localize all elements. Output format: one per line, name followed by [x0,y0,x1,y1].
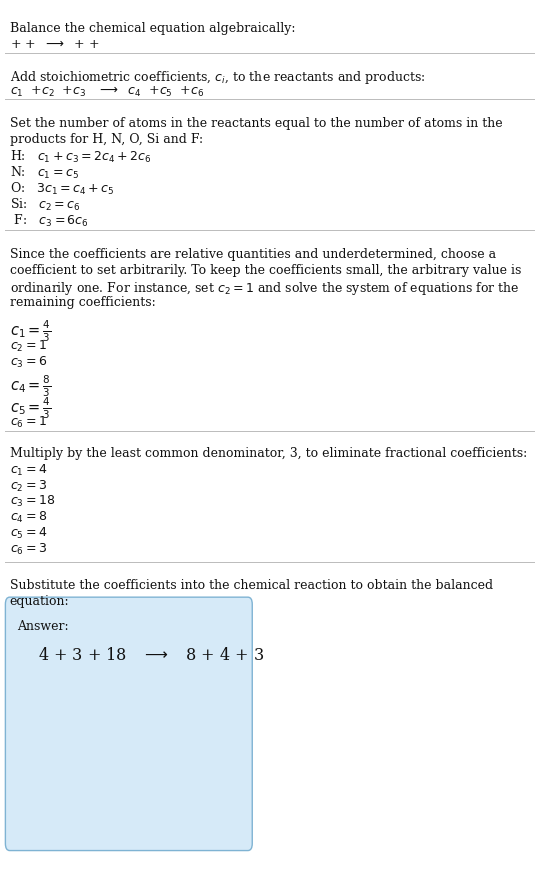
Text: remaining coefficients:: remaining coefficients: [10,296,155,309]
Text: $c_3 = 6$: $c_3 = 6$ [10,354,47,369]
Text: Set the number of atoms in the reactants equal to the number of atoms in the: Set the number of atoms in the reactants… [10,117,502,130]
Text: coefficient to set arbitrarily. To keep the coefficients small, the arbitrary va: coefficient to set arbitrarily. To keep … [10,264,521,277]
Text: Multiply by the least common denominator, 3, to eliminate fractional coefficient: Multiply by the least common denominator… [10,447,527,460]
Text: $c_2 = 1$: $c_2 = 1$ [10,338,46,354]
Text: Si:   $c_2 = c_6$: Si: $c_2 = c_6$ [10,197,80,213]
Text: $c_1 = 4$: $c_1 = 4$ [10,462,47,478]
Text: Since the coefficients are relative quantities and underdetermined, choose a: Since the coefficients are relative quan… [10,248,496,261]
Text: N:   $c_1 = c_5$: N: $c_1 = c_5$ [10,165,79,181]
Text: $c_3 = 18$: $c_3 = 18$ [10,494,55,509]
Text: $c_1 = \frac{4}{3}$: $c_1 = \frac{4}{3}$ [10,319,51,345]
Text: Balance the chemical equation algebraically:: Balance the chemical equation algebraica… [10,22,295,35]
Text: $c_6 = 1$: $c_6 = 1$ [10,415,46,430]
Text: $c_6 = 3$: $c_6 = 3$ [10,542,47,557]
Text: $c_2 = 3$: $c_2 = 3$ [10,478,47,494]
Text: $c_5 = 4$: $c_5 = 4$ [10,526,47,541]
Text: Substitute the coefficients into the chemical reaction to obtain the balanced: Substitute the coefficients into the che… [10,579,493,593]
Text: ordinarily one. For instance, set $c_2 = 1$ and solve the system of equations fo: ordinarily one. For instance, set $c_2 =… [10,280,520,297]
FancyBboxPatch shape [5,597,252,851]
Text: 4 + 3 + 18   $\longrightarrow$   8 + 4 + 3: 4 + 3 + 18 $\longrightarrow$ 8 + 4 + 3 [38,647,264,664]
Text: $c_5 = \frac{4}{3}$: $c_5 = \frac{4}{3}$ [10,395,51,421]
Text: $c_1$  +$c_2$  +$c_3$   $\longrightarrow$  $c_4$  +$c_5$  +$c_6$: $c_1$ +$c_2$ +$c_3$ $\longrightarrow$ $c… [10,85,204,99]
Text: $c_4 = 8$: $c_4 = 8$ [10,510,47,525]
Text: products for H, N, O, Si and F:: products for H, N, O, Si and F: [10,133,203,146]
Text: Answer:: Answer: [17,620,69,633]
Text: equation:: equation: [10,595,70,609]
Text: + +  $\longrightarrow$  + +: + + $\longrightarrow$ + + [10,38,99,51]
Text: F:   $c_3 = 6 c_6$: F: $c_3 = 6 c_6$ [10,213,88,229]
Text: Add stoichiometric coefficients, $c_i$, to the reactants and products:: Add stoichiometric coefficients, $c_i$, … [10,69,425,86]
Text: H:   $c_1 + c_3 = 2 c_4 + 2 c_6$: H: $c_1 + c_3 = 2 c_4 + 2 c_6$ [10,149,151,165]
Text: O:   $3 c_1 = c_4 + c_5$: O: $3 c_1 = c_4 + c_5$ [10,181,114,197]
Text: $c_4 = \frac{8}{3}$: $c_4 = \frac{8}{3}$ [10,374,51,400]
